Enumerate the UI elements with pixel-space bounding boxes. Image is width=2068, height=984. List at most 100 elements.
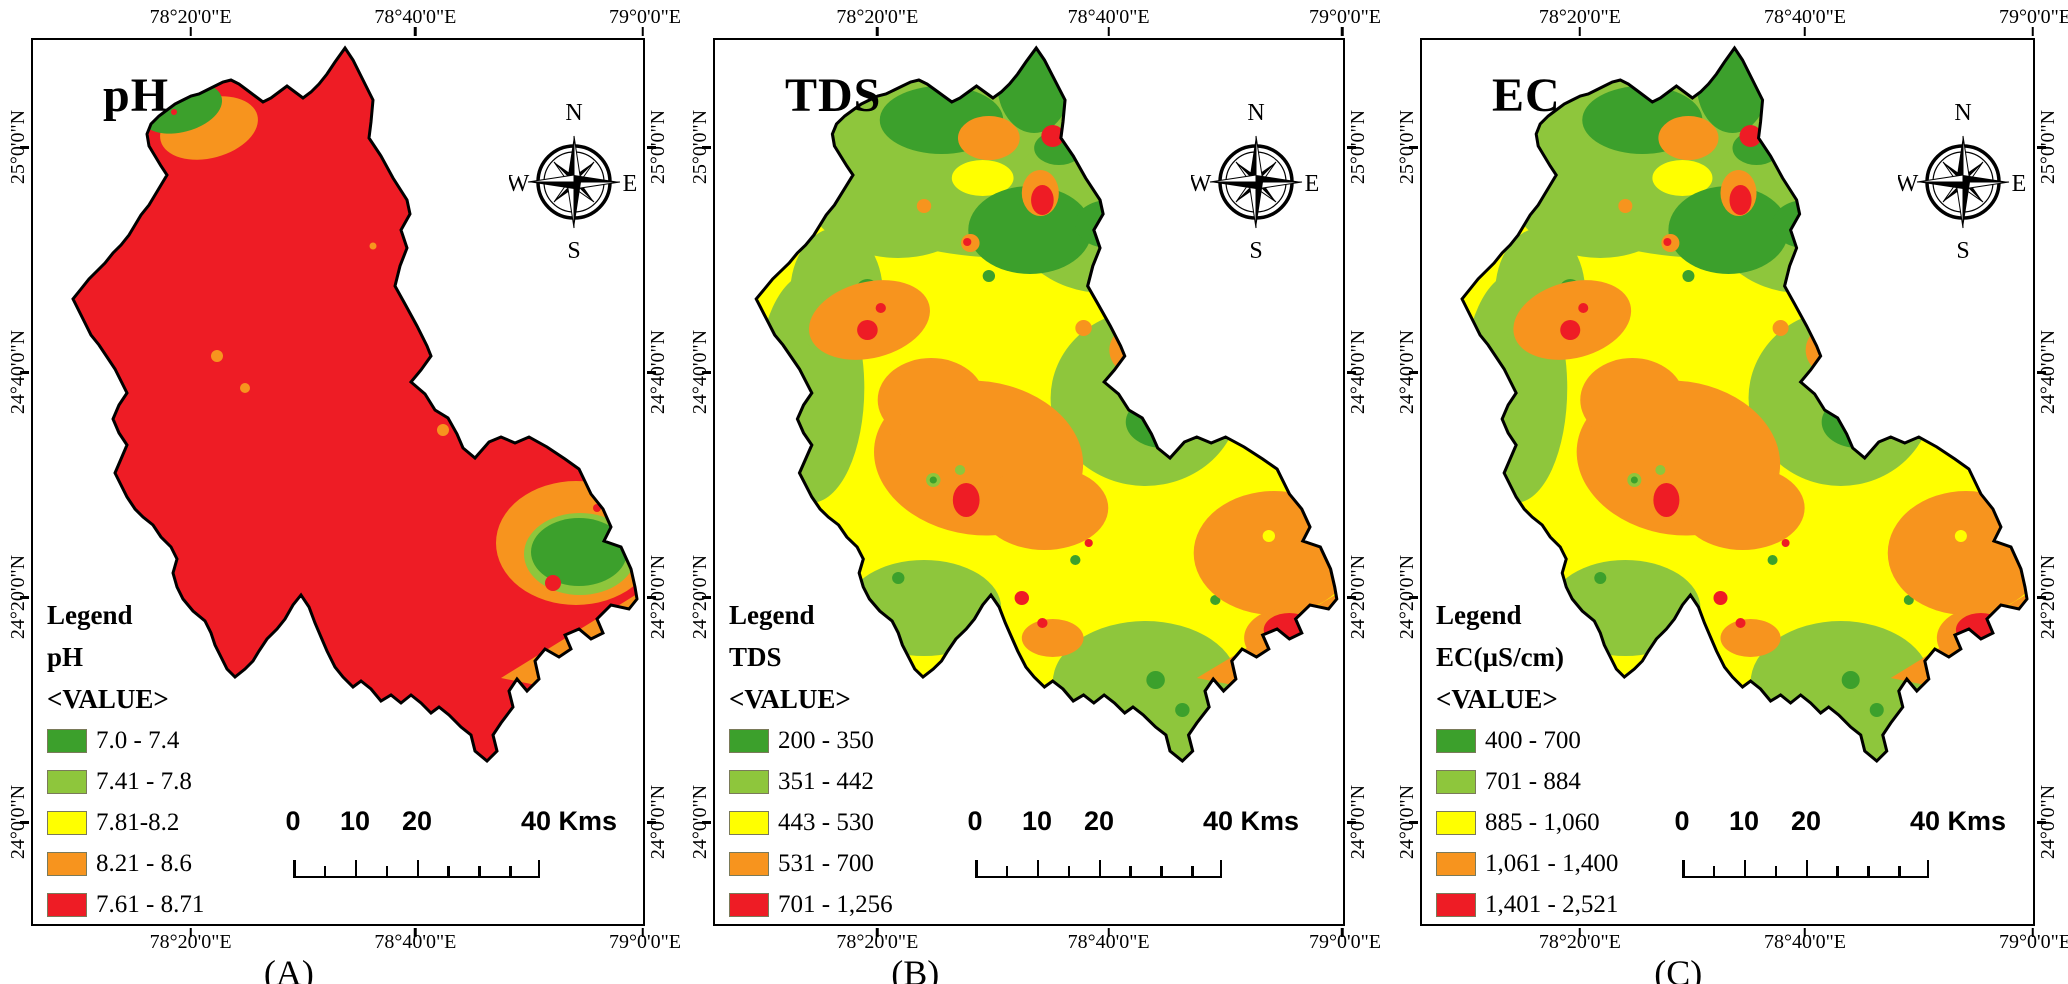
legend-class-label: 7.61 - 8.71 [96,890,205,918]
axis-tick [20,371,29,374]
axis-tick [702,821,711,824]
legend-row: 200 - 350 [729,720,893,761]
axis-tick [1347,821,1356,824]
axis-tick [1409,821,1418,824]
lon-label-bottom: 79°0'0"E [609,931,681,953]
legend-row: 1,401 - 2,521 [1436,884,1618,925]
lat-label-right: 24°0'0"N [647,784,669,860]
map-frame [1420,38,2035,926]
legend-field-name: <VALUE> [729,684,851,714]
legend-title: Legend [729,600,815,630]
lon-label-top: 78°40'0"E [1067,6,1150,28]
legend-row: 7.61 - 8.71 [47,884,204,925]
axis-tick [1107,928,1110,937]
lon-label-bottom: 79°0'0"E [1999,931,2068,953]
lon-label-top: 79°0'0"E [609,6,681,28]
lon-label-top: 78°40'0"E [1763,6,1846,28]
legend-swatch [729,728,769,753]
legend-class-label: 885 - 1,060 [1485,808,1600,836]
axis-tick [1341,928,1344,937]
lon-label-top: 78°40'0"E [374,6,457,28]
legend-class-label: 200 - 350 [778,726,874,754]
axis-tick [1107,27,1110,36]
lon-label-top: 78°20'0"E [1538,6,1621,28]
legend-class-label: 351 - 442 [778,767,874,795]
lat-label-right: 24°0'0"N [2037,784,2059,860]
axis-tick [1409,146,1418,149]
scale-label-0: 0 [967,806,983,836]
axis-tick [2031,928,2034,937]
axis-tick [20,596,29,599]
legend-layer-name: pH [47,642,84,672]
legend-class-label: 1,401 - 2,521 [1485,890,1619,918]
legend-swatch [729,851,769,876]
lat-label-left: 24°20'0"N [1396,554,1418,640]
compass-rose [1191,98,1321,262]
axis-tick [20,146,29,149]
axis-tick [647,146,656,149]
legend-row: 885 - 1,060 [1436,802,1618,843]
scale-bar [293,860,540,878]
legend-tds: Legend TDS <VALUE> 200 - 350 351 - 442 4… [729,594,893,925]
compass-rose [1898,98,2028,262]
axis-tick [1803,27,1807,36]
scale-label-0: 0 [1674,806,1690,836]
legend-row: 443 - 530 [729,802,893,843]
panel-letter: (A) [263,953,314,984]
legend-title: Legend [47,600,133,630]
legend-class-label: 701 - 1,256 [778,890,893,918]
axis-tick [2037,821,2046,824]
legend-swatch [47,769,87,794]
legend-ph: Legend pH <VALUE> 7.0 - 7.4 7.41 - 7.8 7… [47,594,204,925]
lon-label-bottom: 78°20'0"E [836,931,919,953]
lon-label-top: 78°20'0"E [149,6,232,28]
legend-field-name: <VALUE> [1436,684,1558,714]
axis-tick [2037,371,2046,374]
legend-swatch [47,810,87,835]
panel-a: pH Legend pH <VALUE> 7.0 - 7.4 7.41 - 7.… [7,6,681,984]
lat-label-right: 24°20'0"N [1347,554,1369,640]
axis-tick [2037,146,2046,149]
lat-label-right: 25°0'0"N [2037,109,2059,185]
legend-class-label: 7.81-8.2 [96,808,180,836]
lat-label-left: 25°0'0"N [689,109,711,185]
legend-swatch [47,728,87,753]
lat-label-left: 24°0'0"N [1396,784,1418,860]
lat-label-right: 24°40'0"N [2037,329,2059,415]
lon-label-bottom: 78°20'0"E [1538,931,1621,953]
legend-layer-name: EC(µS/cm) [1436,642,1565,672]
legend-row: 7.81-8.2 [47,802,204,843]
map-title-tds: TDS [785,69,882,122]
lat-label-right: 24°20'0"N [2037,554,2059,640]
legend-class-label: 531 - 700 [778,849,874,877]
lat-label-left: 24°20'0"N [689,554,711,640]
axis-tick [1578,27,1582,36]
legend-swatch [1436,769,1476,794]
axis-tick [1803,928,1807,937]
scale-label-40: 40 Kms [1909,806,2007,836]
lat-label-left: 24°40'0"N [689,329,711,415]
legend-field-name: <VALUE> [47,684,169,714]
axis-tick [702,596,711,599]
legend-row: 701 - 1,256 [729,884,893,925]
legend-row: 531 - 700 [729,843,893,884]
lat-label-right: 24°0'0"N [1347,784,1369,860]
scale-label-10: 10 [1728,806,1760,836]
lat-label-left: 25°0'0"N [7,109,29,185]
panel-letter: (C) [1654,953,1703,984]
axis-tick [647,371,656,374]
axis-tick [1347,146,1356,149]
legend-class-label: 8.21 - 8.6 [96,849,192,877]
axis-tick [1578,928,1582,937]
axis-tick [641,27,644,36]
lon-label-top: 78°20'0"E [836,6,919,28]
lat-label-left: 24°40'0"N [7,329,29,415]
scale-label-0: 0 [285,806,301,836]
scale-label-10: 10 [1021,806,1053,836]
panel-letter: (B) [891,953,940,984]
lon-label-bottom: 78°40'0"E [1763,931,1846,953]
lon-label-bottom: 79°0'0"E [1309,931,1381,953]
legend-swatch [729,810,769,835]
legend-class-label: 400 - 700 [1485,726,1581,754]
legend-row: 7.41 - 7.8 [47,761,204,802]
